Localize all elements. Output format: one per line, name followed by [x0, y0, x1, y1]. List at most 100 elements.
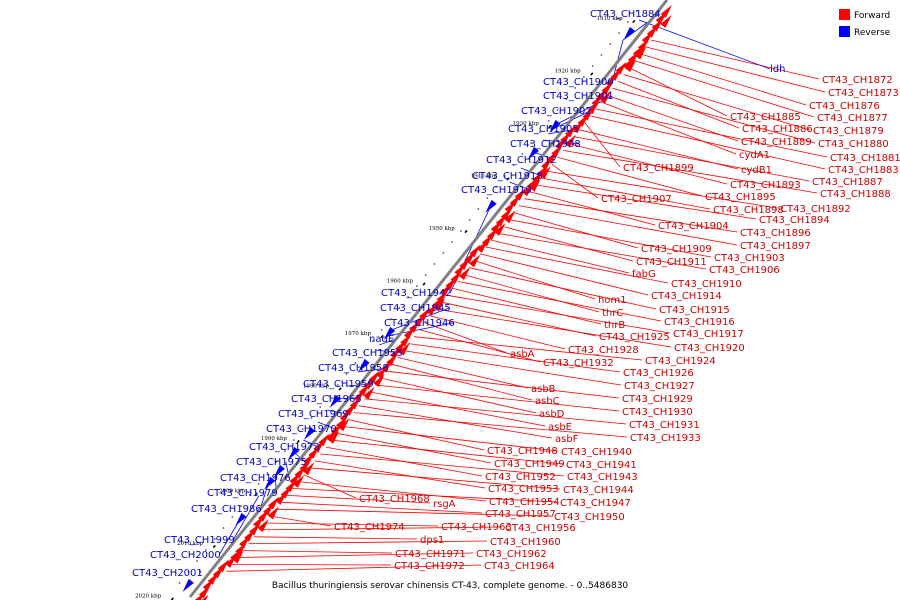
guide-dot: [486, 197, 489, 199]
forward-gene-label: CT43_CH1974: [334, 522, 405, 533]
forward-label-connector: [303, 474, 357, 499]
reverse-gene-arrow: [288, 446, 300, 460]
guide-dot: [363, 351, 366, 353]
guide-dot: [521, 153, 524, 155]
forward-gene-label: CT43_CH1916: [664, 317, 735, 328]
tick-label: 2020 kbp: [135, 594, 162, 600]
reverse-gene-arrow: [485, 199, 497, 213]
gene-arrows: [182, 5, 672, 600]
forward-gene-label: cydA1: [739, 150, 770, 161]
forward-label-connector: [391, 363, 533, 401]
forward-label-connector: [518, 205, 738, 246]
reverse-gene-label: CT43_CH1970: [266, 424, 337, 435]
forward-label-connector: [557, 156, 703, 197]
forward-gene-label: CT43_CH1907: [601, 194, 672, 205]
reverse-gene-arrow: [273, 464, 285, 478]
forward-label-connector: [408, 343, 621, 373]
reverse-gene-label: CT43_CH1946: [384, 318, 455, 329]
forward-label-connector: [485, 246, 669, 284]
forward-label-connector: [546, 170, 778, 209]
forward-gene-arrow: [268, 496, 280, 510]
forward-gene-label: CT43_CH1896: [740, 228, 811, 239]
forward-label-connector: [243, 550, 393, 554]
forward-label-connector: [606, 94, 739, 142]
forward-gene-label: CT43_CH1926: [623, 368, 694, 379]
reverse-gene-label: CT43_CH1884: [590, 9, 661, 20]
forward-gene-label: CT43_CH1915: [659, 305, 730, 316]
forward-label-connector: [276, 508, 552, 517]
forward-gene-label: CT43_CH1930: [622, 407, 693, 418]
forward-gene-label: CT43_CH1917: [673, 329, 744, 340]
forward-gene-label: CT43_CH1893: [730, 180, 801, 191]
legend-reverse-swatch: [839, 26, 850, 37]
forward-label-connector: [298, 481, 487, 502]
forward-gene-arrow: [201, 594, 209, 600]
tick-label: 1980 kbp: [303, 384, 330, 390]
reverse-gene-label: CT43_CH1902: [521, 106, 592, 117]
guide-dot: [547, 120, 550, 122]
reverse-gene-label: CT43_CH1958: [318, 363, 389, 374]
forward-gene-label: CT43_CH1881: [830, 153, 900, 164]
forward-label-connector: [645, 46, 826, 93]
forward-gene-label: CT43_CH1971: [395, 549, 466, 560]
forward-gene-label: CT43_CH1879: [813, 126, 884, 137]
forward-label-connector: [402, 350, 622, 386]
tick-mark: [548, 124, 552, 129]
forward-gene-label: CT43_CH1886: [742, 124, 813, 135]
guide-dot: [512, 164, 515, 166]
guide-dot: [591, 65, 594, 67]
forward-label-connector: [562, 150, 818, 194]
tick-label: 1940 kbp: [471, 174, 498, 180]
forward-gene-label: CT43_CH1944: [563, 485, 634, 496]
guide-dot: [407, 296, 410, 298]
forward-label-connector: [265, 522, 439, 527]
reverse-gene-arrow: [383, 326, 396, 340]
forward-label-connector: [502, 225, 634, 262]
forward-label-connector: [424, 322, 508, 354]
forward-labels: CT43_CH1872CT43_CH1873CT43_CH1876CT43_CH…: [334, 75, 900, 572]
forward-gene-label: CT43_CH1892: [780, 204, 851, 215]
guide-dot: [451, 241, 453, 243]
forward-gene-arrow: [615, 61, 627, 75]
tick-mark: [338, 387, 342, 391]
reverse-gene-label: CT43_CH1905: [508, 124, 579, 135]
forward-gene-label: CT43_CH1897: [740, 241, 811, 252]
forward-label-connector: [513, 212, 639, 249]
dotted-guide: [178, 10, 638, 584]
guide-dot: [424, 274, 427, 276]
forward-label-connector: [458, 281, 662, 322]
reverse-gene-label: nadE: [369, 334, 394, 345]
forward-label-connector: [540, 177, 711, 210]
forward-gene-label: CT43_CH1920: [674, 343, 745, 354]
tick-label: 1960 kbp: [387, 279, 414, 285]
forward-gene-label: CT43_CH1877: [817, 113, 888, 124]
forward-gene-label: asbB: [531, 384, 556, 395]
tick-label: 1990 kbp: [261, 436, 288, 442]
forward-label-connector: [573, 136, 810, 182]
guide-dot: [231, 516, 234, 518]
guide-dot: [301, 428, 304, 430]
reverse-gene-label: CT43_CH1919: [461, 185, 532, 196]
forward-label-connector: [380, 377, 537, 414]
forward-label-connector: [524, 198, 738, 233]
forward-gene-label: CT43_CH1924: [645, 356, 716, 367]
guide-dot: [626, 21, 629, 23]
forward-label-connector: [601, 101, 737, 155]
reverse-gene-label: CT43_CH1979: [207, 488, 278, 499]
guide-dot: [635, 10, 638, 12]
guide-dot: [354, 362, 357, 364]
tick-mark: [590, 72, 594, 76]
forward-gene-label: thrB: [604, 320, 625, 331]
tick-mark: [296, 439, 300, 444]
forward-gene-arrow: [565, 124, 577, 138]
forward-label-connector: [628, 67, 728, 117]
forward-label-connector: [248, 540, 488, 545]
forward-gene-arrow: [257, 519, 269, 532]
forward-gene-label: CT43_CH1906: [709, 265, 780, 276]
forward-gene-label: CT43_CH1899: [623, 163, 694, 174]
legend-forward-swatch: [839, 9, 850, 20]
forward-gene-label: CT43_CH1962: [476, 549, 547, 560]
reverse-gene-label: CT43_CH1969: [278, 409, 349, 420]
tick-mark: [380, 334, 384, 339]
